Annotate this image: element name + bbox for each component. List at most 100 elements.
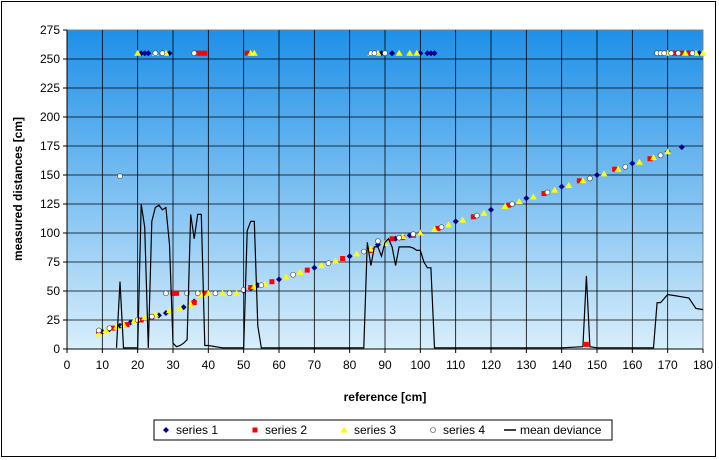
square-point <box>340 256 346 262</box>
triangle-point <box>332 257 340 264</box>
triangle-point <box>501 202 509 209</box>
square-point <box>170 290 176 296</box>
circle-point <box>587 175 593 182</box>
triangle-point <box>515 198 523 205</box>
square-point <box>612 166 618 172</box>
square-point <box>191 300 197 306</box>
triangle-point <box>187 301 195 308</box>
axes: 0 10 20 30 40 50 60 70 80 90 100 110 120 130 140 150 160… <box>40 23 713 372</box>
square-point <box>248 285 254 291</box>
legend-box <box>153 419 613 441</box>
circle-point <box>410 231 417 237</box>
series-layer <box>95 49 707 349</box>
x-tick-label: 120 <box>481 358 501 372</box>
diamond-point <box>141 50 148 57</box>
triangle-point <box>635 158 643 165</box>
square-point <box>647 156 653 162</box>
circle-point <box>438 224 445 230</box>
circle-point <box>661 50 667 57</box>
circle-point <box>371 50 378 57</box>
legend-swatch <box>163 427 169 433</box>
square-point <box>541 191 547 197</box>
circle-point <box>106 325 113 331</box>
square-point <box>686 50 692 56</box>
triangle-point <box>296 268 304 275</box>
diamond-point <box>594 172 600 178</box>
x-tick-label: 150 <box>587 358 607 372</box>
circle-point <box>325 260 332 266</box>
circle-point <box>134 317 141 323</box>
circle-point <box>163 290 169 297</box>
triangle-point <box>250 49 258 56</box>
diamond-point <box>431 50 438 57</box>
triangle-point <box>459 216 467 223</box>
circle-point <box>159 50 166 57</box>
circle-point <box>622 164 629 170</box>
gridlines <box>67 30 703 349</box>
triangle-point <box>406 49 414 56</box>
diamond-point <box>452 218 459 225</box>
square-point <box>506 202 512 208</box>
triangle-point <box>112 323 120 330</box>
diamond-point <box>389 50 396 57</box>
triangle-point <box>204 289 212 296</box>
triangle-point <box>218 289 226 296</box>
x-axis-label: reference [cm] <box>344 390 427 404</box>
x-tick-label: 40 <box>202 358 216 372</box>
y-tick-label: 225 <box>40 81 60 95</box>
legend-swatch <box>430 427 436 433</box>
x-tick-label: 90 <box>378 358 392 372</box>
legend-label: mean deviance <box>520 423 602 437</box>
x-tick-label: 60 <box>272 358 286 372</box>
diamond-point <box>276 276 282 283</box>
triangle-point <box>614 165 622 172</box>
mean-deviance-line <box>115 203 704 349</box>
circle-point <box>117 173 123 179</box>
legend-item: series 4 <box>430 423 485 437</box>
x-tick-label: 20 <box>131 358 145 372</box>
circle-point <box>657 152 664 159</box>
diamond-point <box>311 264 318 271</box>
x-tick-label: 50 <box>237 358 251 372</box>
circle-point <box>194 290 201 297</box>
triangle-point <box>565 181 573 188</box>
series-4 <box>96 50 696 334</box>
circle-point <box>226 290 233 297</box>
x-tick-label: 140 <box>552 358 572 372</box>
diamond-point <box>424 50 431 57</box>
diamond-point <box>558 183 565 190</box>
square-point <box>174 290 180 296</box>
circle-point <box>191 50 197 57</box>
circle-point <box>360 248 367 255</box>
circle-point <box>668 50 675 57</box>
y-tick-label: 275 <box>40 23 60 37</box>
y-tick-label: 100 <box>40 226 60 240</box>
legend-item: series 2 <box>252 423 307 437</box>
square-point <box>244 50 250 56</box>
square-point <box>583 341 589 347</box>
legend-item: series 3 <box>340 423 396 437</box>
legend-label: series 4 <box>443 423 485 437</box>
diamond-point <box>145 50 152 57</box>
triangle-point <box>551 186 559 193</box>
diamond-point <box>629 160 636 167</box>
x-tick-label: 130 <box>516 358 536 372</box>
circle-point <box>675 50 682 57</box>
circle-point <box>212 290 219 297</box>
triangle-point <box>165 307 173 314</box>
x-tick-label: 160 <box>622 358 642 372</box>
y-tick-label: 175 <box>40 139 60 153</box>
triangle-point <box>650 154 658 161</box>
triangle-point <box>430 226 438 233</box>
triangle-point <box>130 317 138 324</box>
square-point <box>304 267 310 273</box>
circle-point <box>474 212 480 219</box>
legend-label: series 2 <box>265 423 307 437</box>
y-tick-label: 150 <box>40 168 60 182</box>
circle-point <box>396 234 402 241</box>
circle-point <box>375 238 381 244</box>
triangle-point <box>600 170 608 177</box>
y-tick-label: 75 <box>47 255 61 269</box>
legend-swatch <box>340 426 348 433</box>
triangle-point <box>141 314 149 321</box>
